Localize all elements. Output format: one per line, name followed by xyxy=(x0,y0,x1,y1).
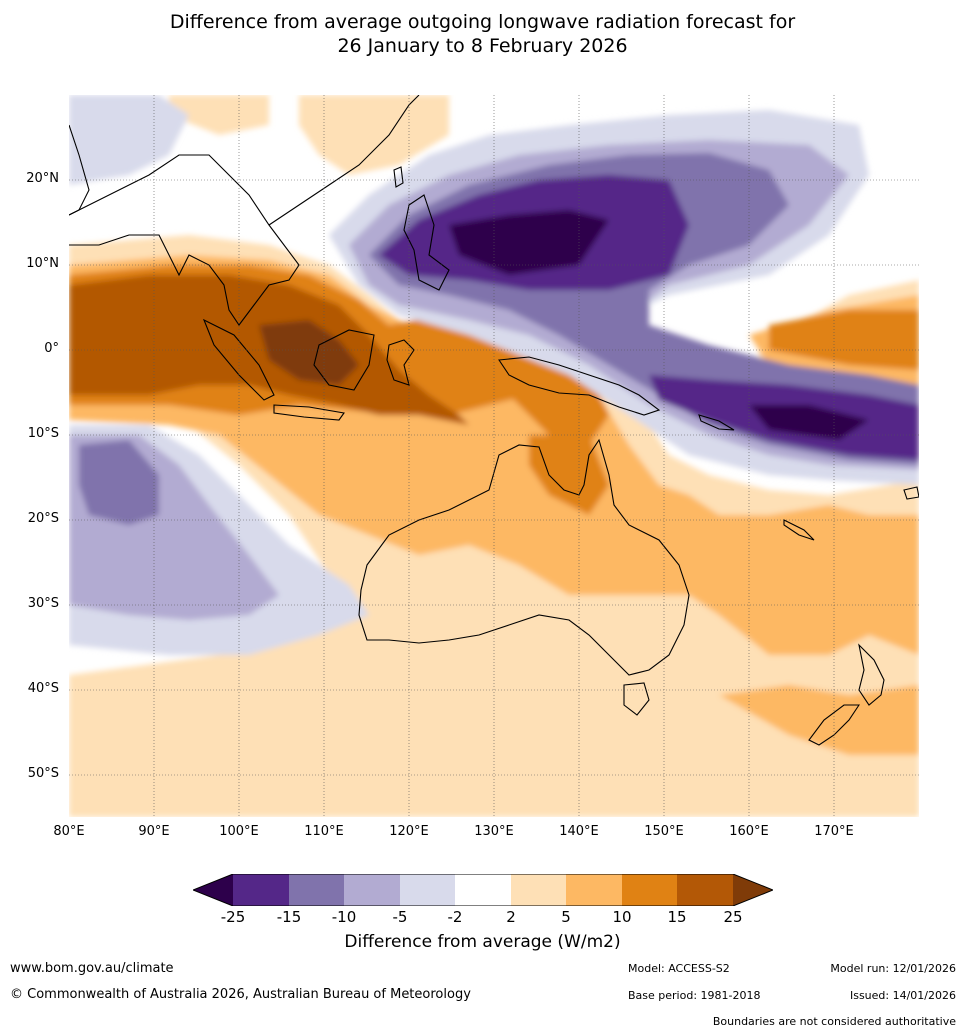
cbar-tick-neg2: -2 xyxy=(447,908,463,926)
lon-label-80e: 80°E xyxy=(53,824,85,839)
lon-label-110e: 110°E xyxy=(304,824,344,839)
cbar-tick-pos15: 15 xyxy=(667,908,687,926)
lon-label-130e: 130°E xyxy=(474,824,514,839)
chart-title: Difference from average outgoing longwav… xyxy=(0,10,965,58)
cbar-tick-neg10: -10 xyxy=(331,908,357,926)
cbar-tick-pos5: 5 xyxy=(561,908,571,926)
nz-south-coastline xyxy=(808,704,861,746)
colorbar xyxy=(193,874,773,906)
colorbar-seg-neg2 xyxy=(400,874,455,906)
lon-label-160e: 160°E xyxy=(729,824,769,839)
colorbar-seg-pos5 xyxy=(566,874,622,906)
graticule xyxy=(69,95,919,817)
solomon-islands-coastline xyxy=(698,414,735,431)
anomaly-neg10-indian xyxy=(79,440,159,525)
se-asia-coastline xyxy=(69,154,300,326)
tasmania-coastline xyxy=(623,682,650,716)
anomaly-pos2-northwest xyxy=(169,95,269,135)
boundaries-disclaimer: Boundaries are not considered authoritat… xyxy=(712,1015,956,1028)
fiji-coastline xyxy=(903,486,919,500)
anomaly-neg2-indochina xyxy=(69,95,189,185)
colorbar-seg-pos15 xyxy=(677,874,733,906)
lon-label-90e: 90°E xyxy=(138,824,170,839)
model-run-date: Model run: 12/01/2026 xyxy=(830,962,956,975)
nz-north-coastline xyxy=(858,643,885,706)
new-caledonia-coastline xyxy=(783,519,815,541)
model-name: Model: ACCESS-S2 xyxy=(628,962,730,975)
anomaly-pos5-south xyxy=(719,685,919,755)
colorbar-label: Difference from average (W/m2) xyxy=(344,932,621,952)
website-link[interactable]: www.bom.gov.au/climate xyxy=(10,961,174,976)
base-period: Base period: 1981-2018 xyxy=(628,989,761,1002)
cbar-tick-neg25: -25 xyxy=(220,908,246,926)
olr-anomaly-map xyxy=(68,94,920,818)
anomaly-pos10-pacific xyxy=(769,310,919,370)
new-guinea-coastline xyxy=(498,356,661,416)
taiwan-coastline xyxy=(393,166,404,188)
colorbar-seg-neg5 xyxy=(344,874,400,906)
cbar-tick-pos10: 10 xyxy=(612,908,632,926)
lon-label-150e: 150°E xyxy=(644,824,684,839)
anomaly-pos25-sumatra xyxy=(259,320,359,385)
issued-date: Issued: 14/01/2026 xyxy=(849,989,956,1002)
lat-label-20s: 20°S xyxy=(27,511,59,526)
colorbar-extend-low xyxy=(193,874,233,906)
borneo-coastline xyxy=(313,329,375,391)
sumatra-coastline xyxy=(202,318,275,401)
lat-label-30s: 30°S xyxy=(27,596,59,611)
lon-label-170e: 170°E xyxy=(814,824,854,839)
lat-label-20n: 20°N xyxy=(26,171,59,186)
lon-label-140e: 140°E xyxy=(559,824,599,839)
lon-label-120e: 120°E xyxy=(389,824,429,839)
map-canvas xyxy=(69,95,919,817)
lat-label-50s: 50°S xyxy=(27,766,59,781)
anomaly-neg25-philippines xyxy=(449,210,609,275)
colorbar-extend-high xyxy=(733,874,773,906)
coastlines xyxy=(69,95,919,746)
anomaly-pos2-north xyxy=(299,95,449,175)
sulawesi-coastline xyxy=(386,339,415,386)
australia-coastline xyxy=(358,438,690,676)
cbar-tick-pos2: 2 xyxy=(506,908,516,926)
lat-label-10s: 10°S xyxy=(27,426,59,441)
lat-label-40s: 40°S xyxy=(27,681,59,696)
colorbar-seg-neg10 xyxy=(289,874,344,906)
title-line-1: Difference from average outgoing longwav… xyxy=(169,11,796,33)
anomaly-neg25-coral xyxy=(749,405,869,440)
lat-label-0: 0° xyxy=(44,341,59,356)
java-coastline xyxy=(273,404,345,421)
lat-label-10n: 10°N xyxy=(26,256,59,271)
colorbar-seg-neg15 xyxy=(233,874,289,906)
colorbar-seg-pos10 xyxy=(622,874,677,906)
colorbar-seg-pos2 xyxy=(511,874,566,906)
title-line-2: 26 January to 8 February 2026 xyxy=(337,35,628,57)
cbar-tick-neg5: -5 xyxy=(392,908,408,926)
india-coastline xyxy=(69,124,90,216)
colorbar-seg-neutral xyxy=(455,874,511,906)
copyright-text: © Commonwealth of Australia 2026, Austra… xyxy=(10,987,471,1002)
cbar-tick-neg15: -15 xyxy=(276,908,302,926)
lon-label-100e: 100°E xyxy=(219,824,259,839)
cbar-tick-pos25: 25 xyxy=(723,908,743,926)
